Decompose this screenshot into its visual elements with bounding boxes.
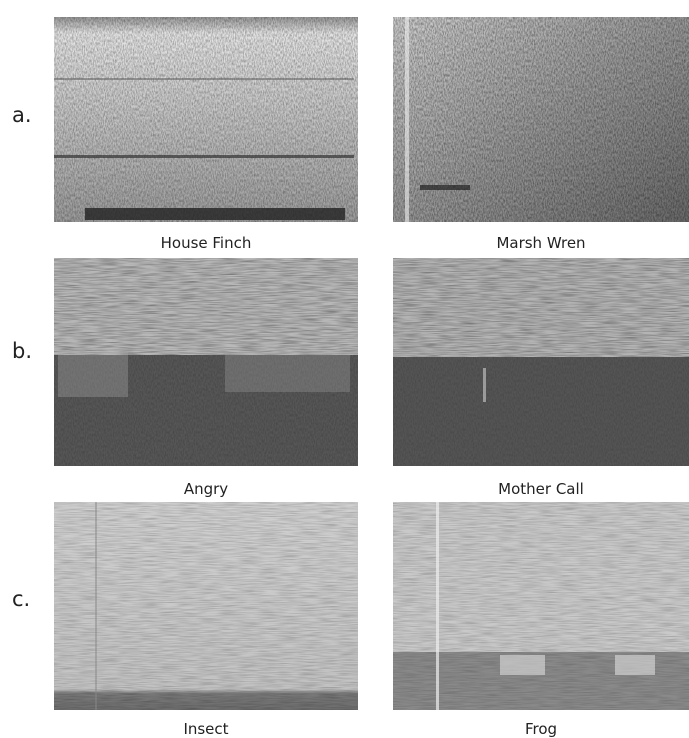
spectrogram: [54, 17, 358, 222]
row-label: c.: [12, 587, 30, 611]
spectrogram: [54, 258, 358, 466]
caption: Insect: [183, 720, 228, 738]
spectrogram: [393, 502, 689, 710]
caption: Frog: [525, 720, 557, 738]
spectrogram: [393, 17, 689, 222]
caption: Marsh Wren: [496, 234, 585, 252]
spectrogram: [54, 502, 358, 710]
row-label: b.: [12, 339, 32, 363]
spectrogram: [393, 258, 689, 466]
row-label: a.: [12, 103, 32, 127]
caption: Angry: [184, 480, 228, 498]
caption: Mother Call: [498, 480, 584, 498]
caption: House Finch: [161, 234, 252, 252]
